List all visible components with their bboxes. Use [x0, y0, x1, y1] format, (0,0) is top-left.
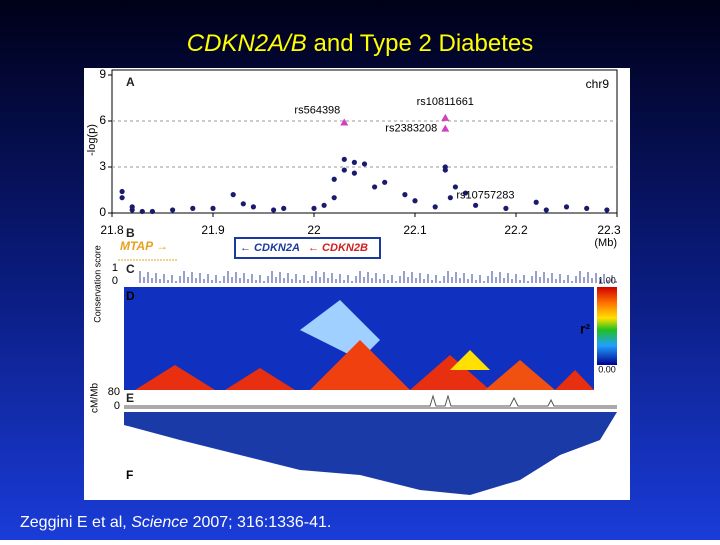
- gene-mtap: MTAP →: [120, 239, 168, 253]
- snp-point: [341, 156, 347, 162]
- recomb-top: 80: [108, 386, 120, 398]
- snp-point: [361, 161, 368, 167]
- snp-point: [462, 190, 469, 196]
- snp-label: rs564398: [294, 104, 340, 116]
- gene-cdkn2a: ← CDKN2A: [240, 242, 300, 254]
- y-tick-label: 3: [99, 159, 106, 173]
- x-tick-label: 21.9: [201, 223, 225, 237]
- snp-point: [119, 188, 125, 195]
- snp-point: [190, 205, 196, 211]
- snp-point: [584, 205, 590, 211]
- citation-journal: Science: [131, 514, 188, 531]
- conservation-top: 1: [112, 262, 118, 274]
- snp-label: rs2383208: [385, 123, 437, 135]
- snp-point: [372, 184, 378, 190]
- x-tick-label: 22.2: [504, 223, 528, 237]
- snp-point: [281, 205, 287, 211]
- snp-point: [311, 205, 317, 211]
- snp-point: [129, 207, 135, 213]
- panel-label: B: [126, 226, 135, 240]
- snp-point: [543, 207, 549, 213]
- y-tick-label: 0: [99, 205, 106, 219]
- snp-point: [271, 207, 277, 213]
- snp-point: [210, 205, 216, 211]
- title-gene: CDKN2A/B: [187, 30, 307, 57]
- top-snp: [340, 118, 349, 126]
- recomb-bottom: 0: [114, 400, 120, 412]
- labeled-snp: [447, 195, 453, 201]
- recomb-line: [124, 394, 617, 407]
- x-unit: (Mb): [594, 237, 617, 249]
- conservation-track: [139, 271, 617, 283]
- x-tick-label: 22.1: [403, 223, 427, 237]
- title-rest: and Type 2 Diabetes: [314, 30, 534, 57]
- snp-point: [351, 170, 357, 176]
- legend-bottom: 0.00: [598, 364, 616, 374]
- snp-point: [563, 204, 570, 210]
- plot-frame: [111, 69, 618, 214]
- top-snp: [441, 113, 450, 121]
- snp-label: rs10757283: [456, 190, 514, 202]
- conservation-bottom: 0: [112, 275, 118, 287]
- snp-point: [341, 167, 347, 173]
- snp-point: [604, 207, 610, 213]
- chrom-label: chr9: [586, 77, 610, 91]
- snp-point: [240, 201, 246, 207]
- snp-point: [351, 159, 357, 165]
- snp-point: [442, 167, 448, 173]
- legend-top: 1.00: [598, 275, 616, 285]
- snp-point: [321, 202, 327, 208]
- snp-point: [139, 208, 145, 215]
- conservation-label: Conservation score: [92, 245, 102, 323]
- recomb-label: cM/Mb: [90, 383, 101, 413]
- panel-label: C: [126, 262, 135, 276]
- citation-details: 2007; 316:1336-41.: [193, 514, 332, 531]
- citation-authors: Zeggini E et al,: [20, 514, 127, 531]
- panel-label: E: [126, 391, 134, 405]
- panel-label: A: [126, 75, 135, 89]
- panel-label: F: [126, 468, 133, 482]
- snp-point: [170, 207, 176, 213]
- snp-point: [533, 199, 539, 205]
- panels: 0 3 6 9 21.8 21.9 22 22.1 22.2 22.3(Mb) -log(p) chr…: [86, 67, 621, 482]
- snp-point: [412, 198, 418, 204]
- ld-heatmap-f: [124, 412, 617, 495]
- y-axis-label: -log(p): [86, 124, 98, 156]
- citation: Zeggini E et al, Science 2007; 316:1336-…: [20, 514, 331, 531]
- y-tick-label: 6: [99, 113, 106, 127]
- x-tick-label: 22: [307, 223, 321, 237]
- snp-point: [432, 204, 438, 210]
- snp-point: [452, 184, 458, 190]
- snp-point: [473, 202, 479, 208]
- snp-point: [331, 195, 337, 201]
- top-snp: [441, 124, 450, 132]
- snp-point: [331, 176, 337, 182]
- y-tick-label: 9: [99, 67, 106, 81]
- panel-label: D: [126, 289, 135, 303]
- gene-box: [234, 237, 381, 259]
- slide-title: CDKN2A/B and Type 2 Diabetes: [187, 30, 533, 57]
- gene-cdkn2b: ← CDKN2B: [308, 242, 368, 254]
- r2-legend: [597, 287, 617, 365]
- snp-point: [382, 179, 388, 185]
- x-tick-label: 22.3: [597, 223, 621, 237]
- snp-label: rs10811661: [417, 96, 474, 108]
- snp-point: [402, 192, 408, 198]
- snp-point: [250, 204, 256, 210]
- snp-point: [119, 195, 125, 201]
- legend-title: r²: [580, 321, 590, 337]
- snp-point: [503, 205, 509, 211]
- snp-point: [230, 192, 236, 198]
- x-tick-label: 21.8: [100, 223, 124, 237]
- ld-blocks: [135, 300, 594, 390]
- snp-point: [149, 208, 155, 215]
